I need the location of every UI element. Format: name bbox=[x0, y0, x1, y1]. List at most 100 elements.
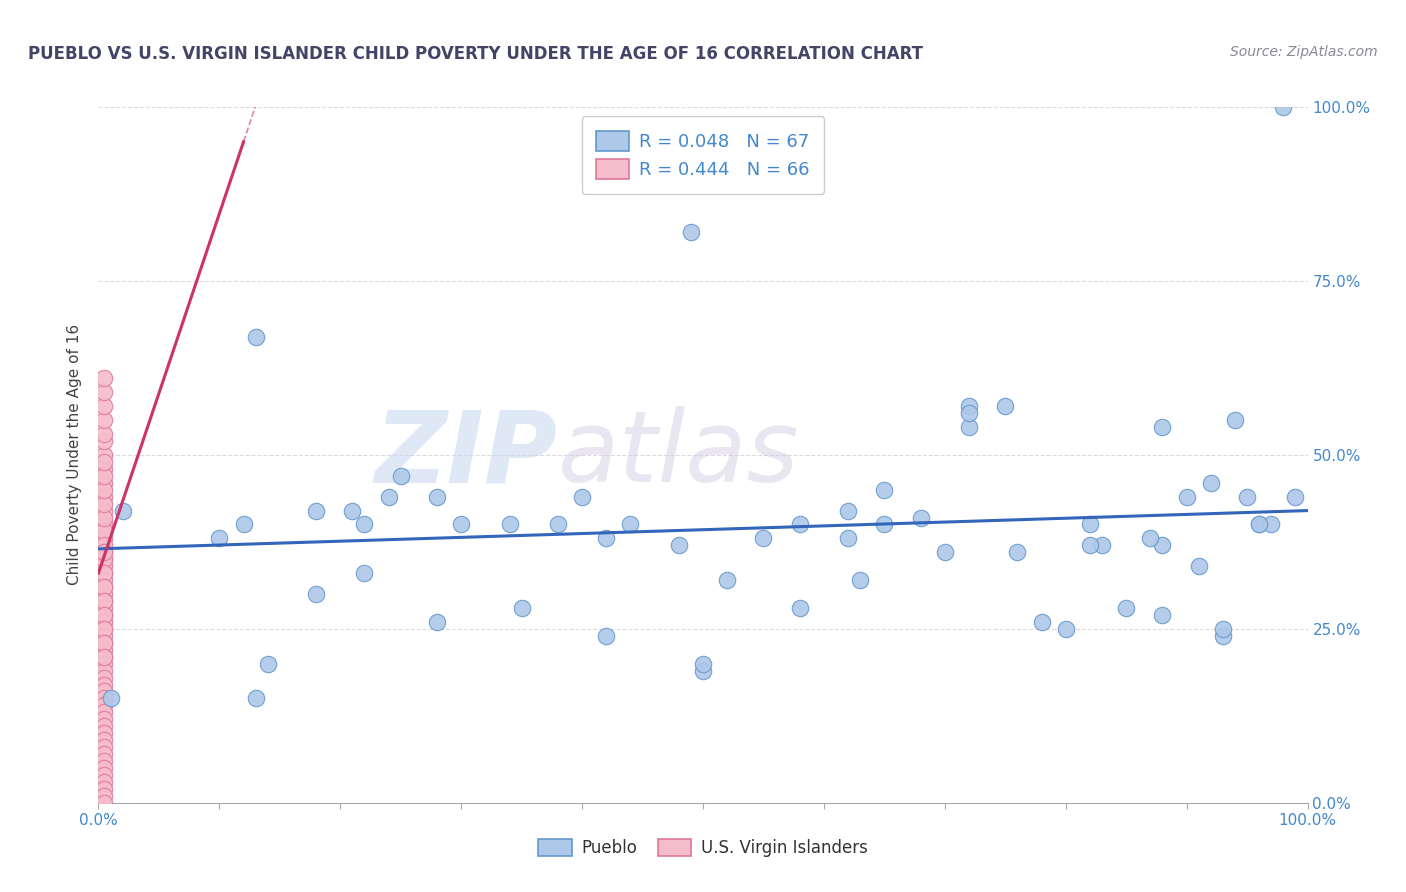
Point bbox=[93, 761, 115, 775]
Point bbox=[208, 532, 231, 546]
Point bbox=[1175, 490, 1198, 504]
Point bbox=[256, 657, 278, 671]
Point bbox=[1212, 629, 1234, 643]
Point bbox=[1007, 545, 1029, 559]
Point bbox=[93, 573, 115, 587]
Point bbox=[93, 434, 115, 448]
Point bbox=[245, 329, 267, 343]
Point bbox=[450, 517, 472, 532]
Point bbox=[837, 532, 859, 546]
Point bbox=[93, 545, 115, 559]
Point bbox=[1078, 538, 1101, 552]
Point bbox=[93, 483, 115, 497]
Point bbox=[377, 490, 399, 504]
Point bbox=[934, 545, 956, 559]
Point bbox=[873, 517, 896, 532]
Point bbox=[93, 622, 115, 636]
Text: Source: ZipAtlas.com: Source: ZipAtlas.com bbox=[1230, 45, 1378, 59]
Point bbox=[93, 517, 115, 532]
Point bbox=[93, 532, 115, 546]
Point bbox=[93, 566, 115, 581]
Point bbox=[547, 517, 569, 532]
Point bbox=[1284, 490, 1306, 504]
Point bbox=[353, 517, 375, 532]
Point bbox=[93, 462, 115, 476]
Point bbox=[619, 517, 641, 532]
Point bbox=[93, 566, 115, 581]
Point bbox=[789, 517, 811, 532]
Point bbox=[93, 622, 115, 636]
Point bbox=[93, 615, 115, 629]
Point bbox=[93, 475, 115, 490]
Point bbox=[957, 399, 980, 413]
Point bbox=[595, 629, 617, 643]
Point bbox=[93, 712, 115, 726]
Point bbox=[93, 677, 115, 691]
Point bbox=[93, 468, 115, 483]
Point bbox=[873, 483, 896, 497]
Point bbox=[692, 664, 714, 678]
Point bbox=[679, 225, 702, 239]
Point bbox=[1188, 559, 1211, 574]
Point bbox=[93, 636, 115, 650]
Point bbox=[93, 538, 115, 552]
Point bbox=[93, 649, 115, 664]
Text: atlas: atlas bbox=[558, 407, 800, 503]
Point bbox=[232, 517, 254, 532]
Point bbox=[93, 754, 115, 768]
Y-axis label: Child Poverty Under the Age of 16: Child Poverty Under the Age of 16 bbox=[67, 325, 83, 585]
Point bbox=[93, 747, 115, 761]
Point bbox=[93, 552, 115, 566]
Point bbox=[1272, 100, 1295, 114]
Point bbox=[93, 413, 115, 427]
Point bbox=[93, 399, 115, 413]
Point bbox=[1091, 538, 1114, 552]
Point bbox=[1139, 532, 1161, 546]
Point bbox=[93, 671, 115, 685]
Text: ZIP: ZIP bbox=[375, 407, 558, 503]
Point bbox=[93, 657, 115, 671]
Point bbox=[93, 455, 115, 469]
Point bbox=[93, 698, 115, 713]
Point bbox=[93, 510, 115, 524]
Point bbox=[245, 691, 267, 706]
Point bbox=[1260, 517, 1282, 532]
Point bbox=[305, 503, 328, 517]
Point bbox=[1212, 622, 1234, 636]
Point bbox=[93, 594, 115, 608]
Point bbox=[692, 657, 714, 671]
Point bbox=[910, 510, 932, 524]
Point bbox=[93, 587, 115, 601]
Point bbox=[716, 573, 738, 587]
Point bbox=[93, 497, 115, 511]
Point bbox=[752, 532, 775, 546]
Point bbox=[93, 796, 115, 810]
Point bbox=[498, 517, 520, 532]
Point bbox=[93, 601, 115, 615]
Point bbox=[1223, 413, 1246, 427]
Point bbox=[93, 503, 115, 517]
Point bbox=[389, 468, 412, 483]
Point bbox=[849, 573, 872, 587]
Point bbox=[93, 691, 115, 706]
Point bbox=[595, 532, 617, 546]
Point bbox=[93, 726, 115, 740]
Point bbox=[93, 768, 115, 782]
Point bbox=[93, 775, 115, 789]
Point bbox=[93, 580, 115, 594]
Point bbox=[1152, 538, 1174, 552]
Point bbox=[1249, 517, 1271, 532]
Point bbox=[510, 601, 533, 615]
Point bbox=[93, 642, 115, 657]
Point bbox=[93, 684, 115, 698]
Point bbox=[93, 781, 115, 796]
Point bbox=[93, 649, 115, 664]
Point bbox=[93, 719, 115, 733]
Point bbox=[342, 503, 364, 517]
Point bbox=[93, 371, 115, 385]
Point bbox=[93, 706, 115, 720]
Point bbox=[571, 490, 593, 504]
Point bbox=[93, 559, 115, 574]
Point bbox=[93, 789, 115, 803]
Point bbox=[100, 691, 122, 706]
